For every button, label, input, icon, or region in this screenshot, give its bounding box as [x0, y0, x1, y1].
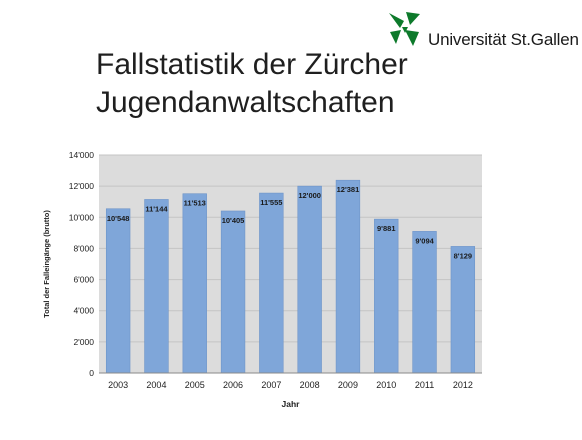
- y-tick-label: 8'000: [73, 243, 94, 253]
- x-tick-label: 2004: [146, 380, 166, 390]
- y-tick-label: 12'000: [69, 181, 95, 191]
- x-axis-ticks: 2003 2004 2005 2006 2007 2008 2009 2010 2011 2012: [108, 380, 473, 390]
- data-label: 11'513: [184, 199, 206, 208]
- x-tick-label: 2009: [338, 380, 358, 390]
- x-tick-label: 2007: [261, 380, 281, 390]
- x-tick-label: 2005: [185, 380, 205, 390]
- y-tick-label: 14'000: [69, 150, 95, 160]
- data-label: 12'000: [298, 191, 321, 200]
- bar-2008: [297, 185, 322, 374]
- slide-title: Fallstatistik der Zürcher Jugendanwaltsc…: [96, 46, 436, 122]
- bar-2006: [220, 210, 246, 374]
- data-label: 9'094: [415, 236, 434, 245]
- data-label: 12'381: [337, 185, 360, 194]
- bar-2003: [105, 208, 131, 374]
- x-axis-title: Jahr: [282, 399, 301, 409]
- hsg-leaf-logo-icon: [389, 12, 420, 46]
- y-tick-label: 2'000: [73, 337, 94, 347]
- x-tick-label: 2012: [453, 380, 473, 390]
- y-axis-title: Total der Falleingänge (brutto): [42, 210, 51, 318]
- bar-2010: [374, 218, 399, 374]
- bars: [105, 179, 476, 374]
- y-axis-ticks: 0 2'000 4'000 6'000 8'000 10'000 12'000 14'000: [69, 150, 95, 378]
- x-tick-label: 2008: [300, 380, 320, 390]
- y-tick-label: 6'000: [73, 275, 94, 285]
- university-logo: Universität St.Gallen: [386, 10, 582, 54]
- bar-2007: [259, 192, 284, 374]
- data-label: 9'881: [377, 224, 395, 233]
- data-labels: 10'548 11'144 11'513 10'405 11'555 12'000 12'3…: [107, 185, 472, 260]
- slide-title-line-2: Jugendanwaltschaften: [96, 86, 395, 119]
- y-tick-label: 4'000: [73, 306, 94, 316]
- data-label: 8'129: [454, 251, 472, 260]
- data-label: 11'144: [145, 204, 168, 213]
- slide-title-line-1: Fallstatistik der Zürcher: [96, 48, 408, 81]
- x-tick-label: 2006: [223, 380, 243, 390]
- bar-2011: [412, 231, 437, 374]
- data-label: 10'548: [107, 214, 130, 223]
- data-label: 11'555: [260, 198, 282, 207]
- y-tick-label: 10'000: [69, 212, 95, 222]
- bar-2009: [335, 179, 361, 374]
- logo-text: Universität St.Gallen: [428, 30, 579, 49]
- x-tick-label: 2011: [415, 380, 434, 390]
- data-label: 10'405: [222, 216, 245, 225]
- bar-2004: [144, 199, 169, 374]
- y-tick-label: 0: [89, 368, 94, 378]
- x-tick-label: 2010: [376, 380, 396, 390]
- bar-2012: [450, 246, 476, 374]
- x-tick-label: 2003: [108, 380, 128, 390]
- bar-2005: [182, 193, 207, 374]
